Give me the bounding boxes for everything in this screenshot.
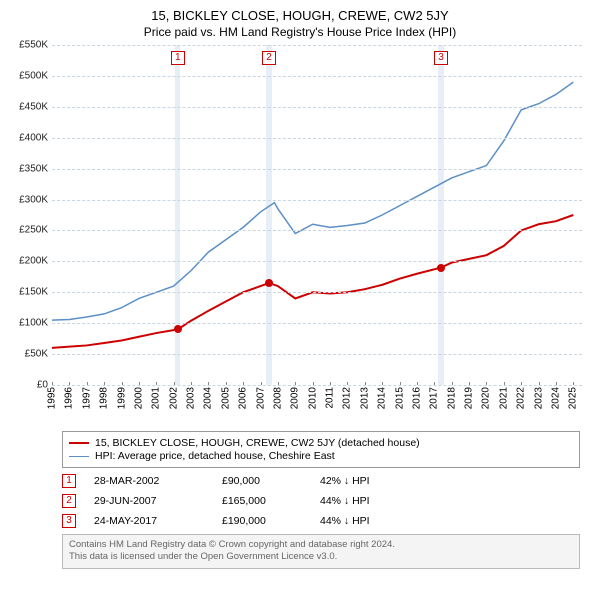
x-tick-label: 2010 — [307, 387, 318, 409]
series-property — [52, 215, 573, 348]
sale-delta: 42% ↓ HPI — [320, 475, 370, 487]
x-tick-label: 1998 — [99, 387, 110, 409]
y-axis-labels: £0£50K£100K£150K£200K£250K£300K£350K£400… — [10, 45, 50, 385]
y-tick-label: £100K — [19, 318, 48, 329]
y-tick-label: £400K — [19, 132, 48, 143]
legend-row: HPI: Average price, detached house, Ches… — [69, 450, 573, 462]
x-tick-label: 2008 — [272, 387, 283, 409]
sale-row: 1 28-MAR-2002 £90,000 42% ↓ HPI — [62, 474, 580, 488]
sale-price: £90,000 — [222, 475, 302, 487]
sale-date: 24-MAY-2017 — [94, 515, 204, 527]
x-axis-labels: 1995199619971998199920002001200220032004… — [52, 385, 582, 425]
x-tick-label: 2002 — [168, 387, 179, 409]
x-tick-label: 2024 — [550, 387, 561, 409]
x-tick-label: 2009 — [290, 387, 301, 409]
y-tick-label: £350K — [19, 163, 48, 174]
x-tick-label: 2007 — [255, 387, 266, 409]
x-tick-label: 2012 — [342, 387, 353, 409]
legend-label: 15, BICKLEY CLOSE, HOUGH, CREWE, CW2 5JY… — [95, 437, 420, 449]
x-tick-label: 2011 — [325, 387, 336, 409]
legend-label: HPI: Average price, detached house, Ches… — [95, 450, 335, 462]
sale-marker-tag: 2 — [262, 51, 276, 65]
x-tick-label: 1999 — [116, 387, 127, 409]
sale-price: £190,000 — [222, 515, 302, 527]
y-tick-label: £550K — [19, 40, 48, 51]
sale-row: 3 24-MAY-2017 £190,000 44% ↓ HPI — [62, 514, 580, 528]
y-tick-label: £300K — [19, 194, 48, 205]
sale-row: 2 29-JUN-2007 £165,000 44% ↓ HPI — [62, 494, 580, 508]
chart-subtitle: Price paid vs. HM Land Registry's House … — [10, 25, 590, 39]
y-tick-label: £150K — [19, 287, 48, 298]
sale-dot — [174, 325, 182, 333]
sale-date: 29-JUN-2007 — [94, 495, 204, 507]
x-tick-label: 2004 — [203, 387, 214, 409]
x-tick-label: 1997 — [81, 387, 92, 409]
x-tick-label: 2022 — [516, 387, 527, 409]
y-tick-label: £250K — [19, 225, 48, 236]
x-tick-label: 2015 — [394, 387, 405, 409]
sale-date: 28-MAR-2002 — [94, 475, 204, 487]
x-tick-label: 2025 — [568, 387, 579, 409]
legend-swatch — [69, 456, 89, 457]
sale-marker-tag: 1 — [171, 51, 185, 65]
sale-marker-tag: 3 — [434, 51, 448, 65]
sale-price: £165,000 — [222, 495, 302, 507]
sale-dot — [265, 279, 273, 287]
sale-delta: 44% ↓ HPI — [320, 495, 370, 507]
x-tick-label: 2013 — [359, 387, 370, 409]
x-tick-label: 2014 — [377, 387, 388, 409]
sale-tag: 2 — [62, 494, 76, 508]
x-tick-label: 2019 — [464, 387, 475, 409]
plot-inner: 1 2 3 — [52, 45, 582, 385]
x-tick-label: 2003 — [186, 387, 197, 409]
footer-line: Contains HM Land Registry data © Crown c… — [69, 539, 573, 551]
series-hpi — [52, 82, 573, 320]
x-tick-label: 2023 — [533, 387, 544, 409]
y-tick-label: £50K — [25, 349, 48, 360]
price-chart: 15, BICKLEY CLOSE, HOUGH, CREWE, CW2 5JY… — [0, 0, 600, 581]
x-tick-label: 2001 — [151, 387, 162, 409]
x-tick-label: 2021 — [498, 387, 509, 409]
y-tick-label: £200K — [19, 256, 48, 267]
attribution-footer: Contains HM Land Registry data © Crown c… — [62, 534, 580, 569]
sales-list: 1 28-MAR-2002 £90,000 42% ↓ HPI 2 29-JUN-2007… — [62, 474, 580, 528]
x-tick-label: 2016 — [411, 387, 422, 409]
sale-tag: 3 — [62, 514, 76, 528]
sale-tag: 1 — [62, 474, 76, 488]
footer-line: This data is licensed under the Open Gov… — [69, 551, 573, 563]
x-tick-label: 2018 — [446, 387, 457, 409]
y-tick-label: £450K — [19, 101, 48, 112]
y-tick-label: £500K — [19, 70, 48, 81]
x-tick-label: 2005 — [220, 387, 231, 409]
legend-swatch — [69, 442, 89, 444]
legend: 15, BICKLEY CLOSE, HOUGH, CREWE, CW2 5JY… — [62, 431, 580, 468]
x-tick-label: 1996 — [64, 387, 75, 409]
chart-title: 15, BICKLEY CLOSE, HOUGH, CREWE, CW2 5JY — [10, 8, 590, 23]
x-tick-label: 2006 — [238, 387, 249, 409]
chart-lines — [52, 45, 582, 385]
x-tick-label: 1995 — [47, 387, 58, 409]
sale-delta: 44% ↓ HPI — [320, 515, 370, 527]
x-tick-label: 2000 — [133, 387, 144, 409]
x-tick-label: 2020 — [481, 387, 492, 409]
x-tick-label: 2017 — [429, 387, 440, 409]
plot-area: £0£50K£100K£150K£200K£250K£300K£350K£400… — [52, 45, 582, 385]
legend-row: 15, BICKLEY CLOSE, HOUGH, CREWE, CW2 5JY… — [69, 437, 573, 449]
sale-dot — [437, 264, 445, 272]
